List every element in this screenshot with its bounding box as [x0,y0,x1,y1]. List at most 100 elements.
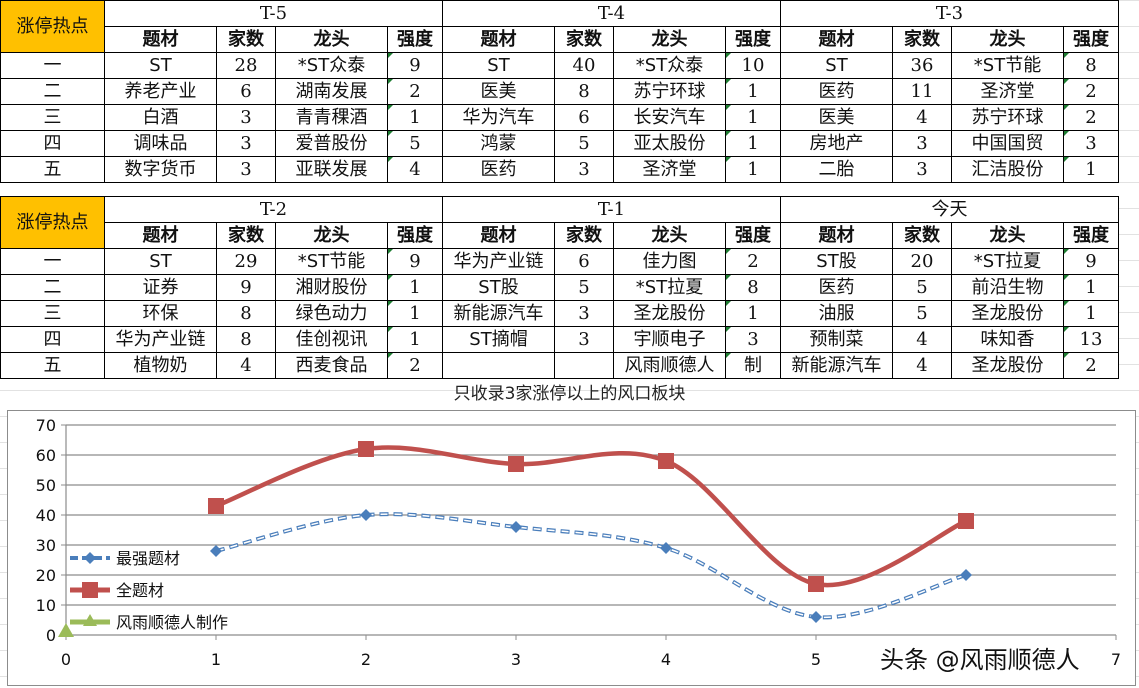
leader-cell[interactable]: 风雨顺德人 [613,352,726,379]
strength-cell[interactable]: 8 [725,274,781,301]
strength-cell[interactable]: 制 [725,352,781,379]
topic-cell[interactable]: 植物奶 [104,352,217,379]
count-cell[interactable]: 3 [554,156,614,183]
topic-cell[interactable]: 环保 [104,300,217,327]
leader-cell[interactable]: 长安汽车 [613,104,726,131]
topic-cell[interactable]: 医药 [780,78,893,105]
strength-cell[interactable]: 2 [1063,78,1119,105]
data-point-marker[interactable] [210,545,222,557]
count-cell[interactable]: 6 [216,78,276,105]
data-point-marker[interactable] [360,509,372,521]
rank-cell[interactable]: 二 [0,274,105,301]
topic-cell[interactable]: 华为产业链 [442,248,555,275]
strength-cell[interactable]: 2 [387,352,443,379]
leader-cell[interactable]: 亚太股份 [613,130,726,157]
topic-cell[interactable]: ST股 [780,248,893,275]
strength-cell[interactable]: 2 [1063,352,1119,379]
leader-cell[interactable]: 爱普股份 [275,130,388,157]
strength-cell[interactable]: 2 [1063,104,1119,131]
count-cell[interactable]: 8 [216,300,276,327]
data-point-marker[interactable] [510,521,522,533]
chart-area[interactable] [7,410,1136,686]
data-point-marker[interactable] [58,623,74,637]
leader-cell[interactable]: 圣龙股份 [951,352,1064,379]
count-cell[interactable]: 4 [892,352,952,379]
leader-cell[interactable]: 圣龙股份 [613,300,726,327]
count-cell[interactable]: 11 [892,78,952,105]
series-line[interactable] [215,512,967,620]
strength-cell[interactable]: 1 [387,326,443,353]
leader-cell[interactable]: 佳力图 [613,248,726,275]
count-cell[interactable]: 3 [554,326,614,353]
leader-cell[interactable]: 汇洁股份 [951,156,1064,183]
data-point-marker[interactable] [508,456,524,472]
leader-cell[interactable]: *ST拉夏 [613,274,726,301]
data-point-marker[interactable] [658,453,674,469]
leader-cell[interactable]: 圣济堂 [613,156,726,183]
strength-cell[interactable]: 1 [725,300,781,327]
strength-cell[interactable]: 1 [1063,156,1119,183]
legend-label[interactable]: 全题材 [116,581,164,600]
rank-cell[interactable]: 四 [0,326,105,353]
rank-cell[interactable]: 三 [0,104,105,131]
data-point-marker[interactable] [660,542,672,554]
leader-cell[interactable]: 佳创视讯 [275,326,388,353]
legend-label[interactable]: 最强题材 [116,549,180,568]
count-cell[interactable]: 28 [216,52,276,79]
strength-cell[interactable]: 1 [1063,300,1119,327]
leader-cell[interactable]: 青青稞酒 [275,104,388,131]
strength-cell[interactable]: 3 [1063,130,1119,157]
leader-cell[interactable]: *ST众泰 [613,52,726,79]
topic-cell[interactable]: 证券 [104,274,217,301]
data-point-marker[interactable] [358,441,374,457]
rank-cell[interactable]: 五 [0,352,105,379]
strength-cell[interactable]: 9 [387,52,443,79]
topic-cell[interactable]: 华为产业链 [104,326,217,353]
topic-cell[interactable]: 医美 [442,78,555,105]
leader-cell[interactable]: 圣龙股份 [951,300,1064,327]
strength-cell[interactable]: 4 [387,156,443,183]
topic-cell[interactable]: 医药 [442,156,555,183]
leader-cell[interactable]: *ST拉夏 [951,248,1064,275]
topic-cell[interactable]: 调味品 [104,130,217,157]
data-point-marker[interactable] [810,611,822,623]
strength-cell[interactable]: 5 [387,130,443,157]
topic-cell[interactable]: 养老产业 [104,78,217,105]
count-cell[interactable]: 3 [216,156,276,183]
count-cell[interactable]: 4 [892,104,952,131]
topic-cell[interactable]: 数字货币 [104,156,217,183]
rank-cell[interactable]: 一 [0,52,105,79]
leader-cell[interactable]: 苏宁环球 [951,104,1064,131]
topic-cell[interactable]: 新能源汽车 [442,300,555,327]
rank-cell[interactable]: 五 [0,156,105,183]
strength-cell[interactable]: 1 [725,104,781,131]
leader-cell[interactable]: 绿色动力 [275,300,388,327]
strength-cell[interactable]: 1 [725,78,781,105]
count-cell[interactable]: 20 [892,248,952,275]
topic-cell[interactable]: 华为汽车 [442,104,555,131]
leader-cell[interactable]: 中国国贸 [951,130,1064,157]
rank-cell[interactable]: 一 [0,248,105,275]
topic-cell[interactable]: 二胎 [780,156,893,183]
topic-cell[interactable]: ST [780,52,893,79]
count-cell[interactable]: 8 [216,326,276,353]
topic-cell[interactable]: 油服 [780,300,893,327]
topic-cell[interactable]: 医药 [780,274,893,301]
strength-cell[interactable]: 8 [1063,52,1119,79]
count-cell[interactable]: 9 [216,274,276,301]
series-line[interactable] [215,445,967,588]
strength-cell[interactable]: 2 [725,248,781,275]
count-cell[interactable]: 4 [892,326,952,353]
leader-cell[interactable]: 宇顺电子 [613,326,726,353]
topic-cell[interactable]: 预制菜 [780,326,893,353]
topic-cell[interactable]: 新能源汽车 [780,352,893,379]
count-cell[interactable]: 6 [554,104,614,131]
data-point-marker[interactable] [808,576,824,592]
leader-cell[interactable]: 亚联发展 [275,156,388,183]
strength-cell[interactable]: 1 [725,156,781,183]
legend-label[interactable]: 风雨顺德人制作 [116,613,228,632]
topic-cell[interactable]: 医美 [780,104,893,131]
count-cell[interactable]: 5 [554,274,614,301]
data-point-marker[interactable] [958,513,974,529]
data-point-marker[interactable] [960,569,972,581]
